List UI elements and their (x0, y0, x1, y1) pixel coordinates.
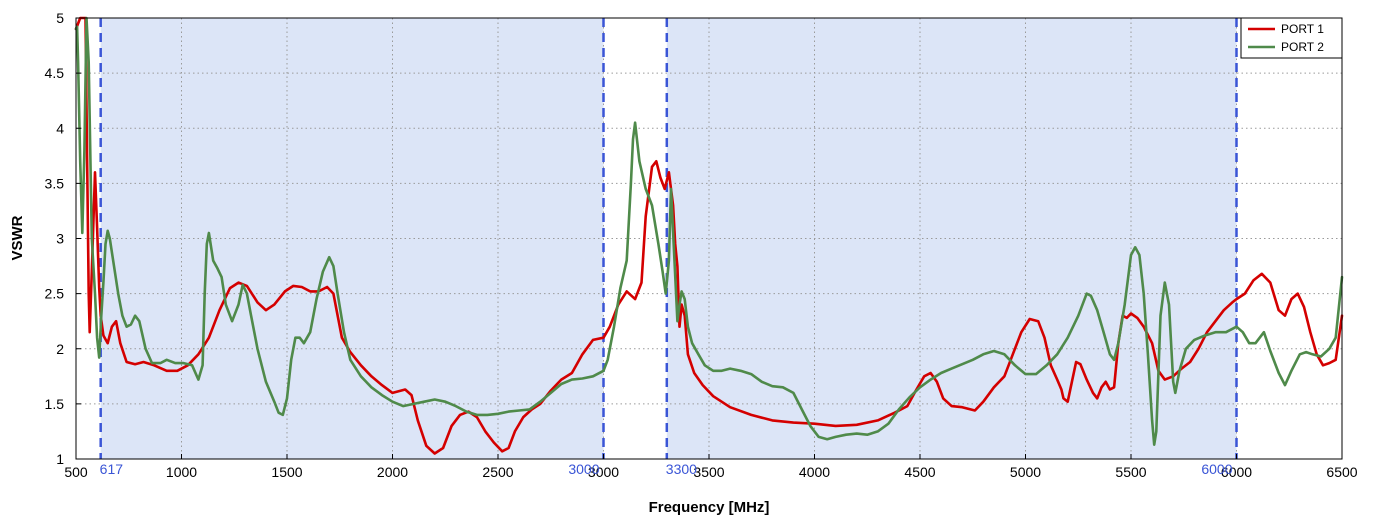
y-tick-label: 4.5 (45, 65, 65, 81)
x-tick-label: 5000 (1010, 464, 1041, 480)
x-tick-label: 4000 (799, 464, 830, 480)
legend: PORT 1 PORT 2 (1240, 17, 1343, 59)
x-tick-label: 3000 (588, 464, 619, 480)
y-tick-label: 3.5 (45, 175, 65, 191)
legend-port2-label: PORT 2 (1281, 40, 1324, 54)
band-region-2 (666, 18, 1237, 459)
band-layer (100, 18, 1237, 459)
legend-box (1240, 17, 1343, 59)
series-layer (74, 16, 1344, 455)
x-axis-title: Frequency [MHz] (649, 499, 770, 516)
y-tick-label: 2 (56, 341, 64, 357)
x-tick-label: 3500 (693, 464, 724, 480)
band-2-start-label: 3300 (666, 461, 697, 477)
x-tick-label: 4500 (904, 464, 935, 480)
x-tick-layer: 500 1000 1500 2000 2500 3000 3500 4000 4500 5000 5… (64, 454, 1358, 480)
x-tick-label: 6000 (1221, 464, 1252, 480)
y-tick-label: 3 (56, 231, 64, 247)
x-tick-label: 1500 (271, 464, 302, 480)
series-line-port2 (74, 16, 1344, 446)
band-2-end-label: 6000 (1201, 461, 1232, 477)
band-edge-layer (99, 18, 1238, 459)
y-tick-label: 5 (56, 10, 64, 26)
y-tick-label: 2.5 (45, 286, 65, 302)
y-axis-title: VSWR (9, 215, 26, 260)
series-line-port1 (74, 16, 1344, 455)
x-tick-label: 2000 (377, 464, 408, 480)
band-1-start-label: 617 (100, 461, 124, 477)
y-tick-label: 1 (56, 451, 64, 467)
grid-layer (76, 18, 1342, 459)
x-tick-label: 2500 (482, 464, 513, 480)
x-tick-label: 1000 (166, 464, 197, 480)
legend-port1-label: PORT 1 (1281, 22, 1324, 36)
y-tick-layer: 1 1.5 2 2.5 3 3.5 4 4.5 5 (45, 10, 81, 467)
x-tick-label: 6500 (1326, 464, 1357, 480)
band-1-end-label: 3000 (568, 461, 599, 477)
x-tick-label: 500 (64, 464, 88, 480)
y-tick-label: 4 (56, 120, 64, 136)
y-tick-label: 1.5 (45, 396, 65, 412)
x-tick-label: 5500 (1115, 464, 1146, 480)
band-label-layer: 617 3000 3300 6000 (100, 461, 1233, 477)
